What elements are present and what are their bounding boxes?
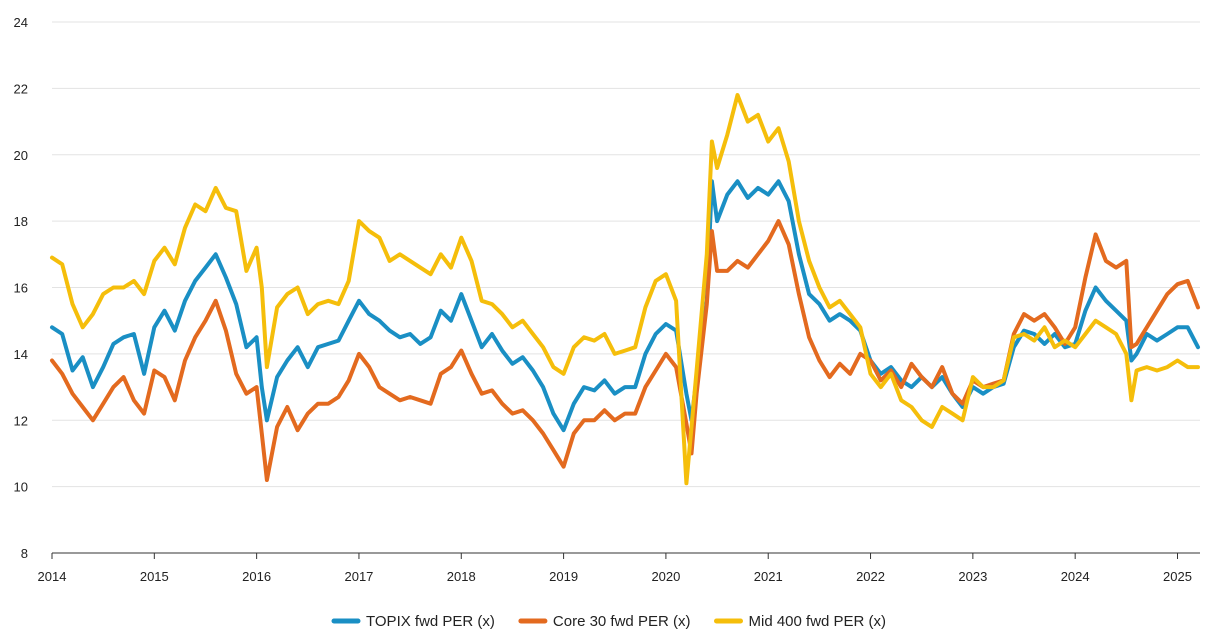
- x-tick-label: 2016: [242, 569, 271, 584]
- x-tick-label: 2017: [344, 569, 373, 584]
- x-tick-label: 2018: [447, 569, 476, 584]
- y-tick-label: 20: [14, 148, 28, 163]
- y-tick-label: 14: [14, 347, 28, 362]
- x-tick-label: 2024: [1061, 569, 1090, 584]
- x-tick-label: 2014: [38, 569, 67, 584]
- y-tick-label: 12: [14, 413, 28, 428]
- legend-label: Core 30 fwd PER (x): [553, 613, 691, 630]
- y-tick-label: 24: [14, 15, 28, 30]
- x-tick-label: 2025: [1163, 569, 1192, 584]
- legend: TOPIX fwd PER (x) Core 30 fwd PER (x) Mid …: [331, 613, 887, 630]
- y-tick-label: 18: [14, 214, 28, 229]
- x-tick-label: 2015: [140, 569, 169, 584]
- x-tick-label: 2021: [754, 569, 783, 584]
- series-lines: [50, 93, 1200, 486]
- y-tick-label: 8: [21, 546, 28, 561]
- gridlines: [52, 21, 1200, 488]
- legend-item-1: TOPIX fwd PER (x): [331, 613, 495, 630]
- legend-item-2: Core 30 fwd PER (x): [518, 613, 691, 630]
- y-tick-label: 16: [14, 281, 28, 296]
- x-tick-label: 2023: [958, 569, 987, 584]
- x-tick-label: 2019: [549, 569, 578, 584]
- series-line-1: [50, 179, 1200, 433]
- legend-label: TOPIX fwd PER (x): [366, 613, 495, 630]
- series-line-3: [50, 93, 1200, 486]
- legend-label: Mid 400 fwd PER (x): [749, 613, 887, 630]
- x-tick-label: 2022: [856, 569, 885, 584]
- y-tick-label: 10: [14, 480, 28, 495]
- legend-item-3: Mid 400 fwd PER (x): [714, 613, 887, 630]
- y-tick-label: 22: [14, 81, 28, 96]
- x-tick-label: 2020: [651, 569, 680, 584]
